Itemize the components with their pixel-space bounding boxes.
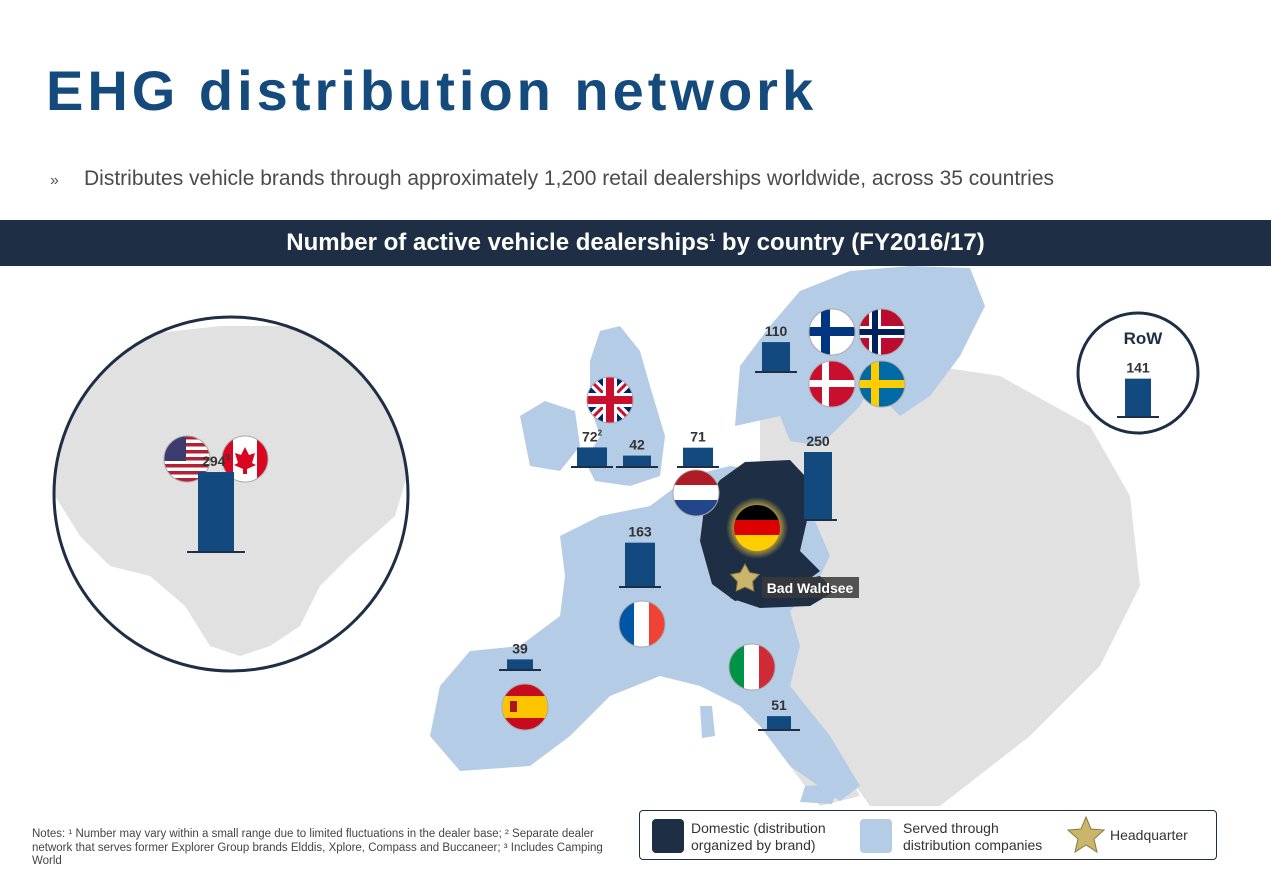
headquarter-label-box (762, 577, 859, 598)
summary-bullet: » Distributes vehicle brands through app… (50, 167, 1054, 191)
germany-flag-icon (734, 505, 780, 551)
banner-title: Number of active vehicle dealerships1 by… (286, 229, 984, 257)
bullet-mark: » (50, 172, 59, 189)
finland-flag-icon (809, 309, 855, 355)
bar-nordics (762, 342, 790, 372)
land-east (760, 361, 1140, 806)
legend-domestic-swatch (652, 819, 684, 853)
footnotes: Notes: ¹ Number may vary within a small … (32, 828, 603, 867)
legend-headquarter-label: Headquarter (1110, 827, 1188, 843)
sweden-flag-icon (859, 361, 905, 407)
ireland-shape (520, 401, 580, 471)
value-label-italy: 51 (771, 697, 787, 713)
legend-domestic-label: Domestic (distribution organized by bran… (691, 820, 826, 853)
spain-flag-icon (502, 684, 548, 730)
netherlands-flag-icon (673, 470, 719, 516)
value-label-france: 163 (628, 524, 652, 540)
row-inset: RoW (1076, 311, 1200, 435)
bar-germany (804, 452, 832, 520)
banner-title-suffix: by country (FY2016/17) (715, 229, 985, 256)
banner-title-text: Number of active vehicle dealerships (286, 229, 710, 256)
uk-flag-icon (587, 377, 633, 423)
dealership-bars: 2943 722 42 71 110 250 163 39 51 141 (187, 323, 1159, 731)
scandinavia-shape (735, 266, 985, 446)
page-title: EHG distribution network (46, 59, 818, 122)
europe-distribution-map: RoW (52, 266, 1200, 806)
sicily-shape (800, 784, 840, 804)
value-label-row: 141 (1126, 360, 1150, 376)
headquarter-label: Bad Waldsee (767, 580, 854, 596)
legend-star-icon (1066, 815, 1106, 854)
norway-flag-icon (859, 309, 905, 355)
value-label-united-kingdom: 722 (582, 428, 603, 444)
value-label-ireland: 42 (629, 437, 645, 453)
bar-italy (767, 716, 791, 730)
legend-served-label: Served through distribution companies (903, 820, 1043, 853)
value-label-germany: 250 (806, 433, 830, 449)
value-label-spain: 39 (512, 640, 528, 656)
legend-served-swatch (860, 819, 892, 853)
bar-united-kingdom (577, 447, 607, 467)
value-label-netherlands: 71 (690, 429, 706, 445)
value-label-north-america: 2943 (202, 453, 230, 469)
bar-netherlands (683, 447, 713, 467)
bar-row (1125, 378, 1151, 417)
bullet-text: Distributes vehicle brands through appro… (84, 167, 1054, 190)
denmark-flag-icon (809, 361, 855, 407)
headquarter-star-icon (729, 562, 761, 592)
sardinia-shape (700, 706, 715, 738)
bar-ireland (623, 455, 651, 467)
map-legend: Domestic (distribution organized by bran… (639, 810, 1217, 860)
bar-spain (507, 659, 533, 670)
italy-flag-icon (729, 644, 775, 690)
bar-france (625, 542, 655, 587)
bar-north-america (198, 472, 234, 552)
value-label-nordics: 110 (765, 323, 788, 339)
section-banner: Number of active vehicle dealerships1 by… (0, 220, 1271, 266)
banner-title-sup: 1 (709, 232, 716, 244)
france-flag-icon (619, 601, 665, 647)
row-label: RoW (1124, 329, 1164, 348)
